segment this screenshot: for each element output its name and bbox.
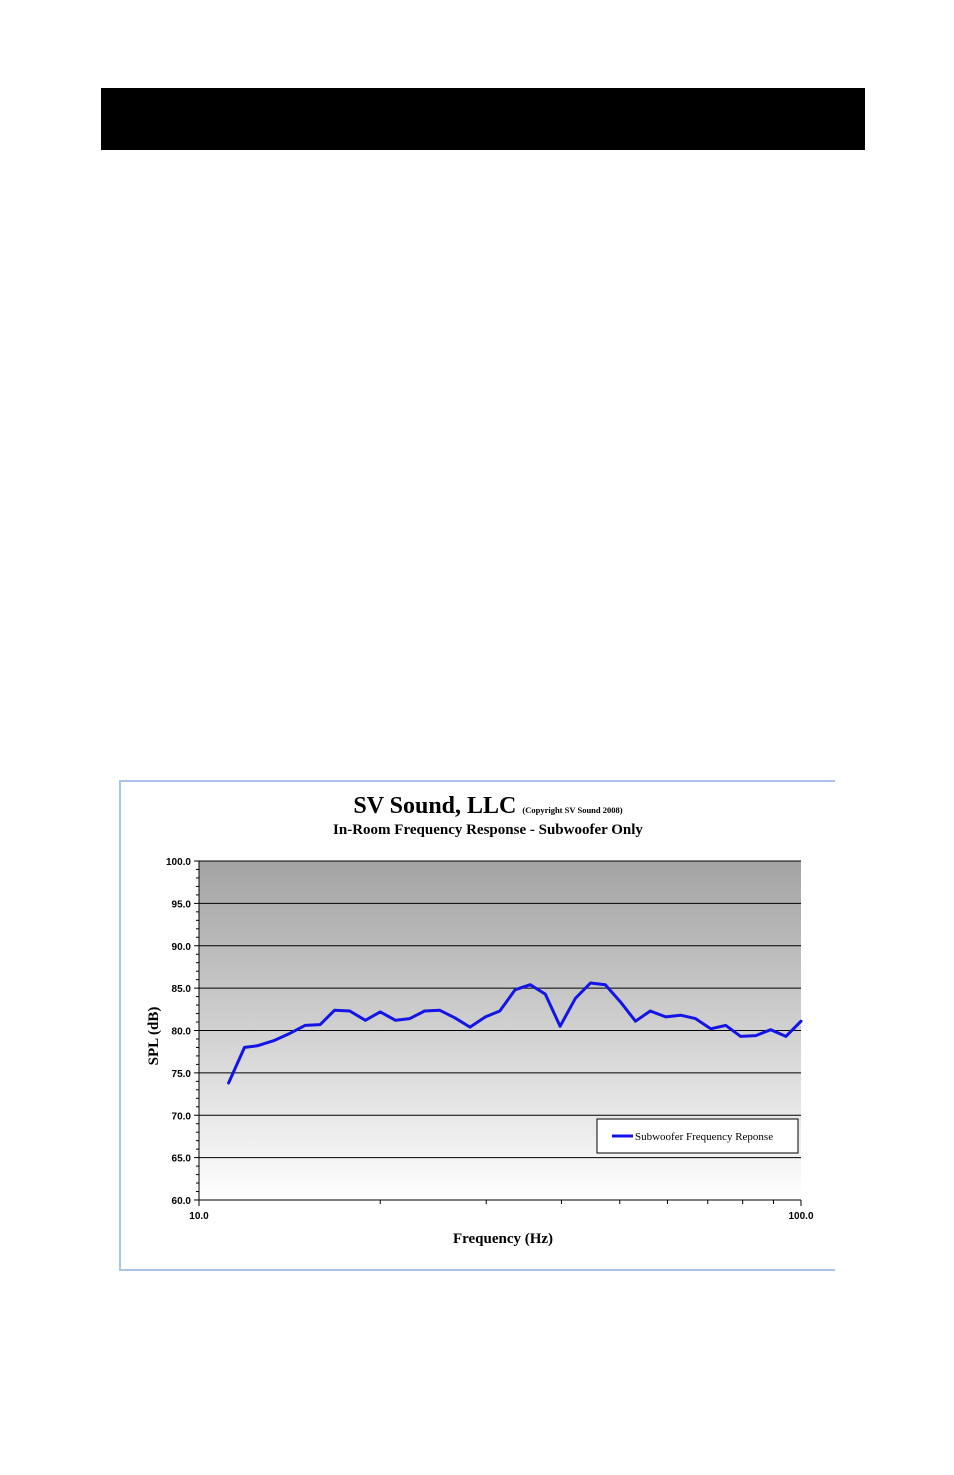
chart-title: SV Sound, LLC (Copyright SV Sound 2008) <box>353 793 622 819</box>
x-tick-label: 10.0 <box>189 1211 209 1222</box>
chart-frame: SV Sound, LLC (Copyright SV Sound 2008) … <box>119 780 835 1271</box>
y-tick-label: 90.0 <box>172 942 192 953</box>
chart-subtitle: In-Room Frequency Response - Subwoofer O… <box>333 822 643 838</box>
legend-label: Subwoofer Frequency Reponse <box>635 1131 773 1143</box>
chart-svg: SV Sound, LLC (Copyright SV Sound 2008) … <box>146 793 814 1247</box>
y-tick-label: 95.0 <box>172 899 192 910</box>
x-axis-label: Frequency (Hz) <box>453 1231 553 1247</box>
plot-area: 60.0 65.0 70.0 75.0 80.0 85.0 90.0 95.0 100.0 10.… <box>166 857 814 1222</box>
chart-title-note: (Copyright SV Sound 2008) <box>522 805 622 815</box>
y-tick-label: 75.0 <box>172 1069 192 1080</box>
series-line <box>227 981 803 1085</box>
x-tick-label: 100.0 <box>788 1211 813 1222</box>
y-tick-label: 70.0 <box>172 1111 192 1122</box>
y-tick-label: 100.0 <box>166 857 191 868</box>
y-tick-label: 65.0 <box>172 1154 192 1165</box>
y-tick-label: 85.0 <box>172 984 192 995</box>
y-tick-label: 60.0 <box>172 1196 192 1207</box>
header-bar <box>101 88 865 150</box>
y-tick-label: 80.0 <box>172 1027 192 1038</box>
legend: Subwoofer Frequency Reponse <box>596 1118 799 1154</box>
y-axis-label: SPL (dB) <box>146 1007 162 1066</box>
chart-title-main: SV Sound, LLC <box>353 793 522 819</box>
